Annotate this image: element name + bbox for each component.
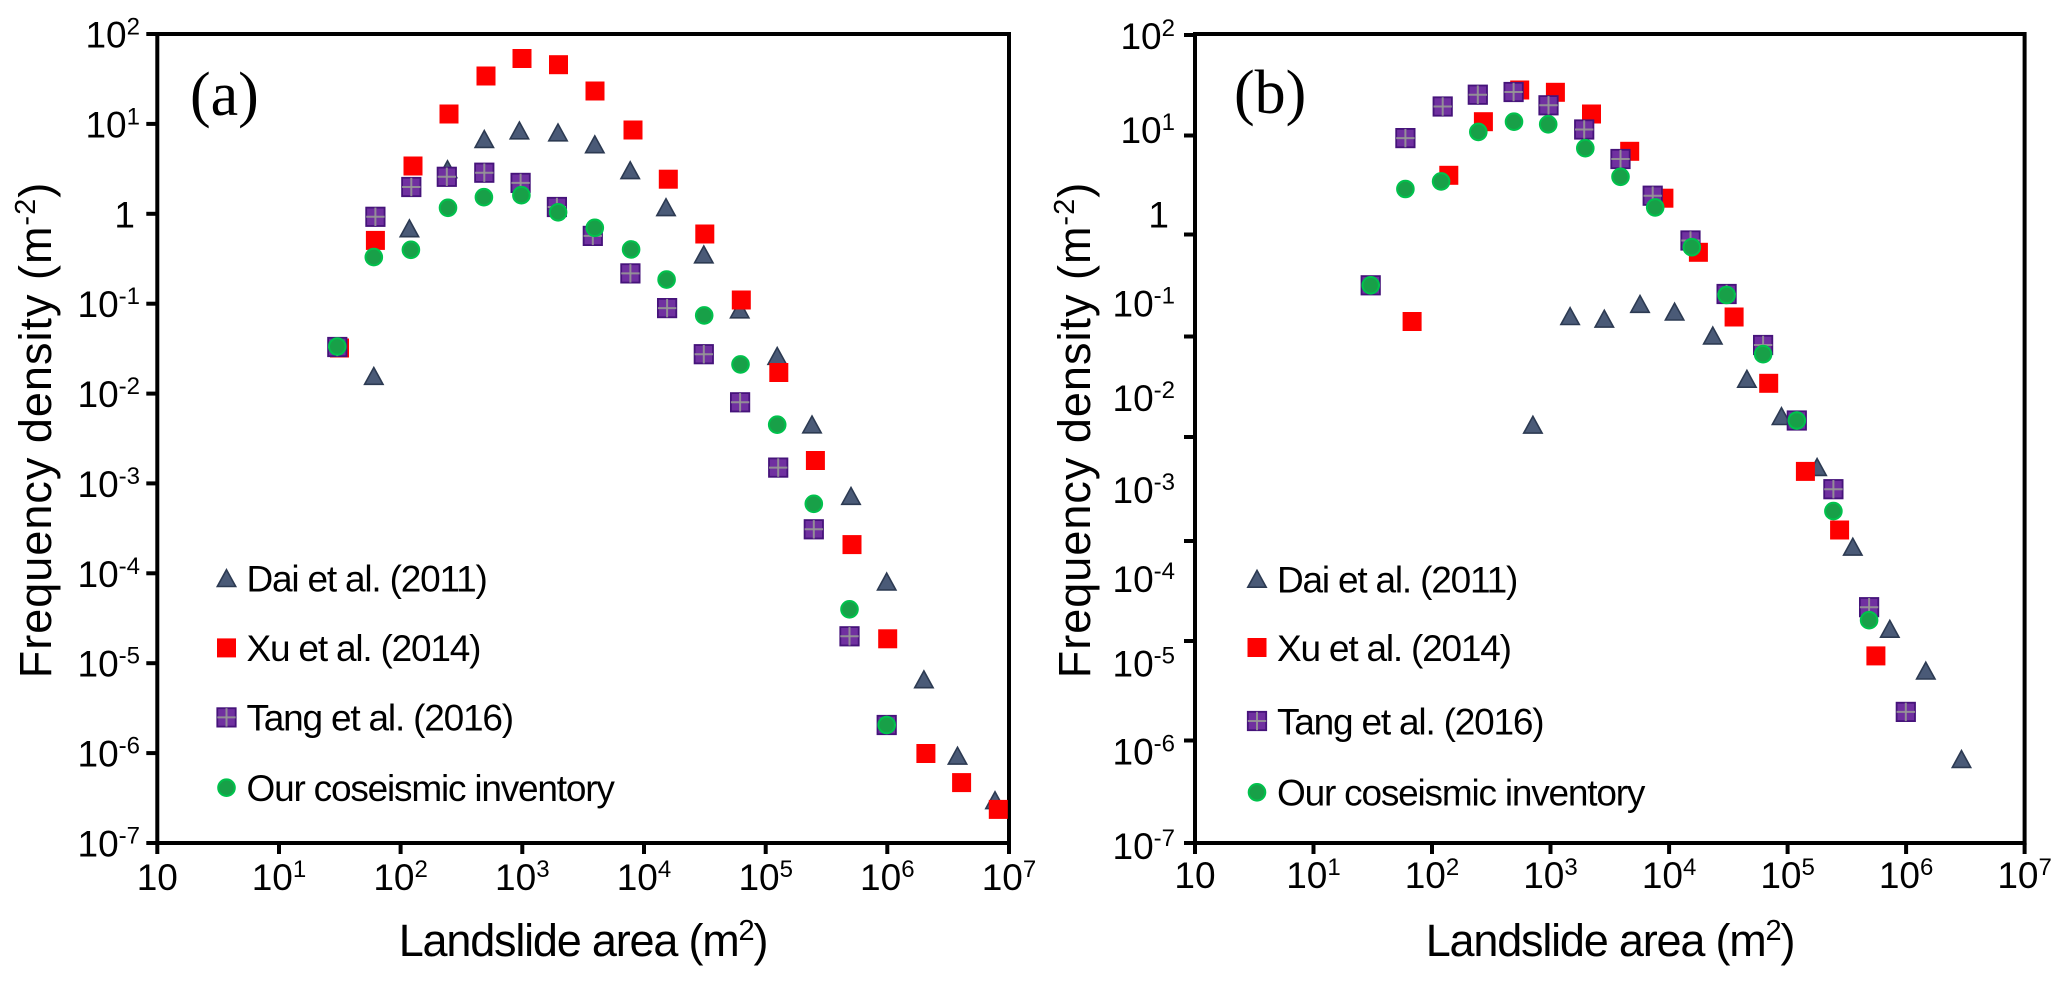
- svg-text:101: 101: [252, 856, 307, 898]
- svg-text:1: 1: [1148, 194, 1169, 235]
- svg-text:Frequency density (m-2): Frequency density (m-2): [1049, 182, 1100, 678]
- svg-text:(b): (b): [1234, 59, 1306, 127]
- svg-text:Dai et al. (2011): Dai et al. (2011): [247, 559, 487, 600]
- svg-text:10-4: 10-4: [1113, 558, 1176, 600]
- svg-text:10-5: 10-5: [1113, 643, 1176, 685]
- svg-text:Xu et al. (2014): Xu et al. (2014): [1277, 628, 1511, 669]
- svg-text:Xu et al. (2014): Xu et al. (2014): [247, 628, 481, 669]
- svg-text:Dai et al. (2011): Dai et al. (2011): [1277, 559, 1517, 600]
- svg-text:Landslide area (m2): Landslide area (m2): [1426, 915, 1795, 966]
- svg-text:10: 10: [1174, 855, 1215, 896]
- svg-text:Tang et al. (2016): Tang et al. (2016): [1277, 701, 1543, 742]
- svg-text:Frequency density (m-2): Frequency density (m-2): [10, 182, 61, 678]
- svg-text:1: 1: [114, 194, 135, 235]
- svg-text:Landslide area (m2): Landslide area (m2): [399, 915, 768, 966]
- svg-text:101: 101: [85, 103, 140, 145]
- svg-text:104: 104: [1642, 854, 1697, 896]
- svg-text:(a): (a): [190, 61, 259, 129]
- svg-text:Tang et al. (2016): Tang et al. (2016): [247, 698, 513, 739]
- svg-text:Our coseismic inventory: Our coseismic inventory: [247, 768, 616, 809]
- svg-text:10-1: 10-1: [1113, 283, 1176, 325]
- svg-text:10: 10: [137, 857, 178, 898]
- svg-text:10-7: 10-7: [1113, 825, 1176, 867]
- svg-text:Our coseismic inventory: Our coseismic inventory: [1277, 773, 1646, 814]
